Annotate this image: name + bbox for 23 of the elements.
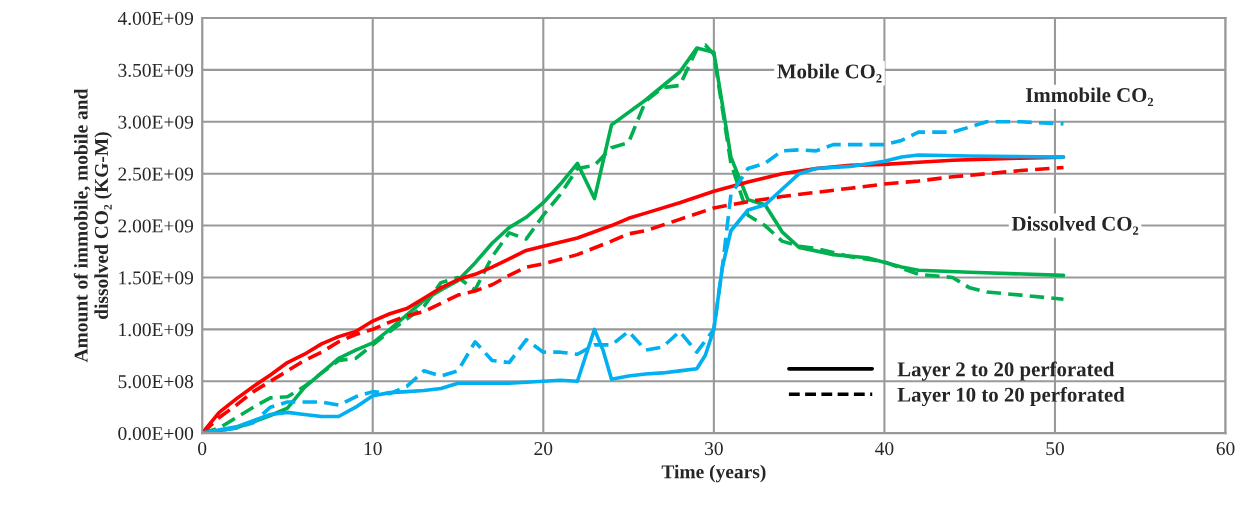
y-tick-label: 3.50E+09 xyxy=(118,63,194,77)
annotation: Immobile CO₂ xyxy=(1025,87,1154,107)
x-tick-label: 60 xyxy=(1216,442,1235,456)
annotation: Mobile CO₂ xyxy=(777,63,882,83)
x-axis-title: Time (years) xyxy=(661,464,766,483)
annotation: Dissolved CO₂ xyxy=(1011,216,1139,235)
x-tick-label: 30 xyxy=(705,442,723,456)
y-tick-label: 1.50E+09 xyxy=(119,271,194,285)
x-tick-label: 20 xyxy=(534,442,553,456)
y-tick-label: 1.00E+09 xyxy=(119,323,194,337)
x-tick-label: 10 xyxy=(364,442,382,456)
x-tick-label: 0 xyxy=(198,442,207,456)
y-tick-label: 4.00E+09 xyxy=(117,11,194,26)
y-tick-label: 5.00E+08 xyxy=(118,375,194,389)
y-tick-label: 0.00E+00 xyxy=(118,426,194,441)
x-tick-label: 50 xyxy=(1046,442,1064,456)
y-tick-label: 2.50E+09 xyxy=(118,167,194,181)
y-axis-title: Amount of immobile, mobile and dissolved CO₂ (KG-M) xyxy=(73,88,112,363)
x-tick-label: 40 xyxy=(875,442,894,456)
y-tick-label: 2.00E+09 xyxy=(118,219,194,233)
y-tick-label: 3.00E+09 xyxy=(118,115,194,129)
annotation: Layer 10 to 20 perforated xyxy=(897,386,1125,407)
annotation: Layer 2 to 20 perforated xyxy=(897,361,1115,381)
